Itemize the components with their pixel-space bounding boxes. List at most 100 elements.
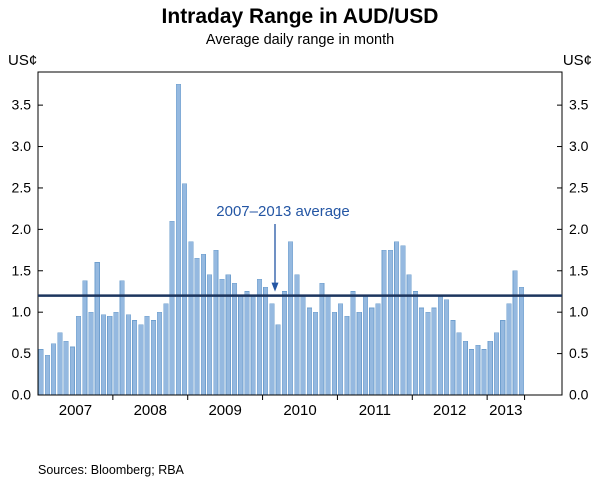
x-year-label: 2008 <box>134 402 167 419</box>
bar-2008-2 <box>119 280 125 396</box>
bar-2009-8 <box>231 282 238 396</box>
chart-subtitle: Average daily range in month <box>205 32 395 48</box>
bar-2010-1 <box>263 287 269 396</box>
bar-2011-2 <box>344 316 350 396</box>
bar-2007-9 <box>88 311 94 396</box>
chart-title: Intraday Range in AUD/USD <box>161 5 439 28</box>
y-tick-label-left: 2.5 <box>12 179 32 195</box>
y-tick-label-right: 0.0 <box>569 387 589 403</box>
y-tick-label-left: 3.5 <box>12 97 32 113</box>
bar-2009-4 <box>207 274 213 396</box>
bar-2010-8 <box>306 307 312 396</box>
bar-2010-12 <box>331 311 337 396</box>
bar-2008-4 <box>132 320 138 396</box>
bar-2010-5 <box>288 241 294 396</box>
bar-2011-1 <box>338 303 344 396</box>
bar-2010-6 <box>294 274 300 396</box>
x-year-label: 2011 <box>359 402 391 419</box>
bar-2013-6 <box>518 287 524 396</box>
bar-2012-9 <box>462 340 468 396</box>
bar-2007-1 <box>38 349 44 396</box>
y-axis-unit-right: US¢ <box>562 52 592 69</box>
bar-2009-3 <box>200 253 206 396</box>
bar-2008-8 <box>157 311 163 396</box>
bar-2008-3 <box>125 314 131 396</box>
bar-2011-7 <box>375 303 381 396</box>
bar-2012-5 <box>437 295 443 396</box>
bar-2008-1 <box>113 311 119 396</box>
bar-2012-7 <box>450 320 456 396</box>
x-year-label: 2009 <box>208 402 241 419</box>
bar-2010-11 <box>325 295 331 396</box>
bar-chart-svg: 0.0 0.0 0.5 0.5 1.0 1.0 1.5 1.5 2.0 2.0 2.5 2.5 3.0 3… <box>12 71 589 419</box>
bar-2007-6 <box>69 346 75 396</box>
bar-2008-6 <box>144 316 150 396</box>
bar-2012-6 <box>444 299 450 396</box>
x-year-label: 2007 <box>59 402 92 419</box>
bar-2007-2 <box>44 354 50 396</box>
bar-2009-5 <box>213 249 219 396</box>
y-tick-label-right: 1.0 <box>569 304 589 320</box>
bar-2013-4 <box>506 303 512 396</box>
bar-2008-12 <box>182 183 188 396</box>
average-annotation-arrow-head <box>271 282 279 292</box>
bar-2009-11 <box>250 295 256 396</box>
bar-2007-12 <box>107 316 113 396</box>
x-year-label: 2010 <box>283 402 316 419</box>
y-tick-label-right: 1.5 <box>569 262 589 278</box>
bar-2007-8 <box>82 280 88 396</box>
y-tick-label-left: 3.0 <box>12 138 32 154</box>
bar-2011-5 <box>362 295 369 396</box>
bar-2013-3 <box>500 320 506 396</box>
y-tick-label-right: 3.5 <box>569 97 589 113</box>
bar-2013-1 <box>487 340 493 396</box>
bar-2010-9 <box>313 311 319 396</box>
bar-2009-7 <box>225 274 231 396</box>
bar-2011-6 <box>369 307 375 396</box>
plot-frame <box>37 71 563 396</box>
bar-2011-8 <box>381 249 387 396</box>
y-tick-label-left: 2.0 <box>12 221 32 237</box>
bar-2011-12 <box>406 274 412 396</box>
bar-2012-2 <box>419 307 425 396</box>
bar-2011-11 <box>400 245 406 396</box>
bar-2012-12 <box>481 349 487 396</box>
bar-2011-4 <box>356 311 362 396</box>
bar-2007-5 <box>63 340 69 396</box>
y-tick-label-left: 1.0 <box>12 304 32 320</box>
bar-2012-8 <box>456 332 462 396</box>
bar-2013-2 <box>493 332 500 396</box>
bar-2008-5 <box>138 324 144 396</box>
bar-2010-7 <box>300 295 306 396</box>
bar-2011-9 <box>387 249 393 396</box>
y-tick-label-right: 2.0 <box>569 221 589 237</box>
bar-2011-10 <box>394 241 400 396</box>
y-tick-label-right: 0.5 <box>569 345 589 361</box>
bar-2012-10 <box>469 349 475 396</box>
sources-note: Sources: Bloomberg; RBA <box>38 463 184 477</box>
y-tick-label-left: 1.5 <box>12 262 32 278</box>
y-tick-label-left: 0.5 <box>12 345 32 361</box>
y-tick-label-left: 0.0 <box>12 387 32 403</box>
bar-2012-1 <box>412 291 418 396</box>
average-annotation: 2007–2013 average <box>216 203 349 220</box>
y-tick-label-right: 2.5 <box>569 179 589 195</box>
bar-2007-4 <box>57 332 63 396</box>
bar-2007-10 <box>94 262 100 396</box>
chart-page: Intraday Range in AUD/USD Average daily … <box>0 4 600 483</box>
bar-2013-5 <box>512 270 518 396</box>
y-tick-label-right: 3.0 <box>569 138 589 154</box>
bar-2011-3 <box>350 291 356 396</box>
bar-2009-2 <box>194 258 200 396</box>
bar-2008-11 <box>175 84 181 396</box>
bar-2008-7 <box>150 320 156 396</box>
bar-2008-9 <box>163 303 169 396</box>
y-axis-unit-left: US¢ <box>8 52 38 69</box>
bar-2009-1 <box>188 241 194 396</box>
bar-2010-10 <box>319 282 325 396</box>
bar-2007-7 <box>76 316 82 396</box>
bar-2012-4 <box>431 307 437 396</box>
x-year-label: 2013 <box>489 402 522 419</box>
bar-2012-3 <box>425 311 431 396</box>
bar-2007-3 <box>51 343 57 396</box>
